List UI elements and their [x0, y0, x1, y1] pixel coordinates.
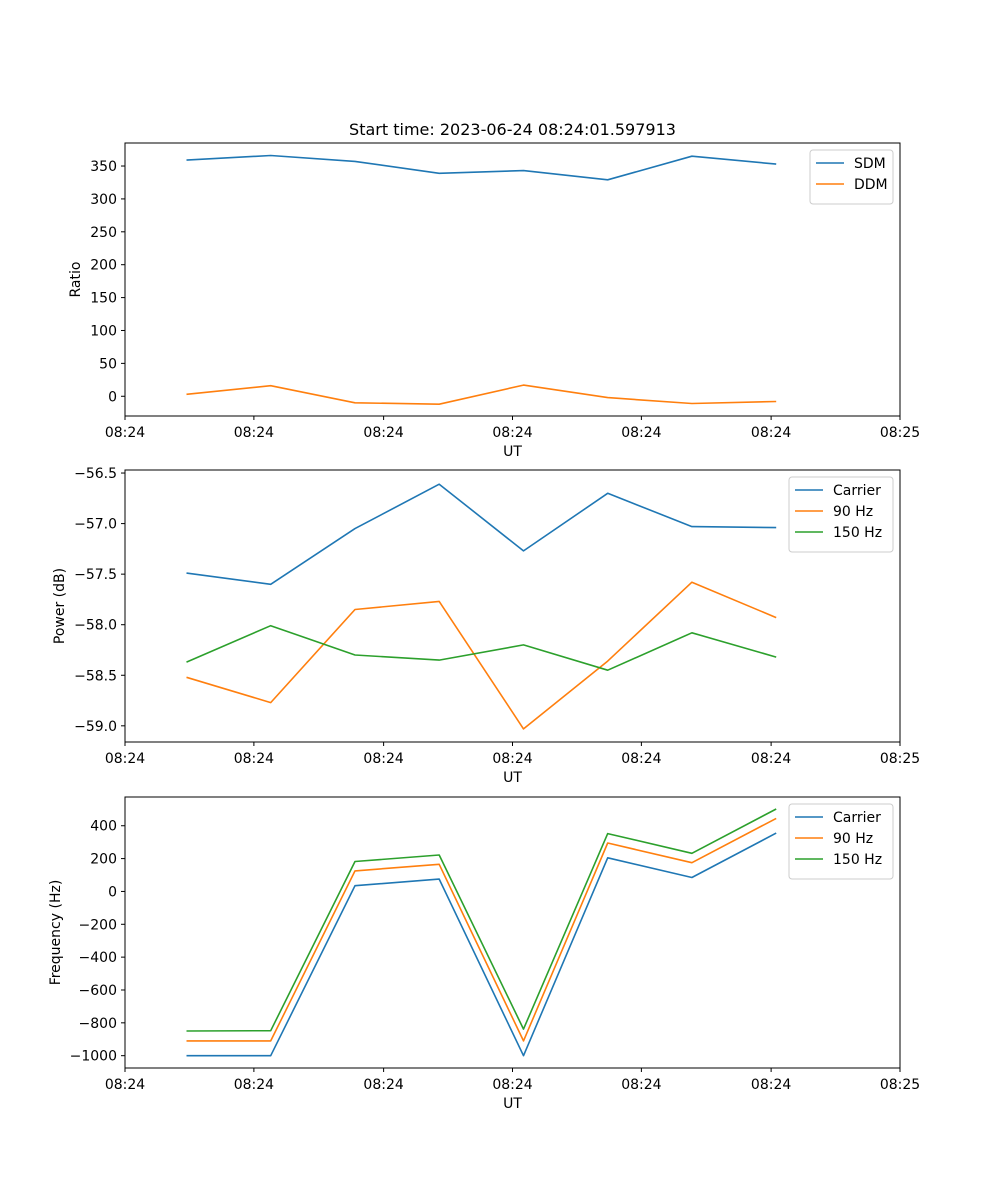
legend-label: 90 Hz — [833, 504, 873, 520]
x-tick-label: 08:25 — [880, 425, 920, 441]
chart-panel-3: 08:24 08:24 08:24 08:24 08:24 08:24 08:25 −1000… — [48, 796, 920, 1112]
x-tick-label: 08:24 — [621, 425, 661, 441]
legend: SDM DDM — [809, 149, 894, 205]
y-tick-label: 250 — [90, 225, 117, 241]
legend-label: Carrier — [833, 483, 881, 499]
chart-title: Start time: 2023-06-24 08:24:01.597913 — [349, 120, 676, 139]
series-line-1 — [186, 483, 777, 586]
legend-box — [788, 803, 894, 880]
x-tick-label: 08:24 — [621, 751, 661, 767]
series-line-1 — [186, 154, 777, 181]
series-line-3 — [186, 808, 777, 1032]
x-axis-label: UT — [503, 444, 522, 460]
y-tick-label: 350 — [90, 159, 117, 175]
x-tick-label: 08:24 — [751, 425, 791, 441]
legend: Carrier 90 Hz 150 Hz — [788, 803, 894, 880]
y-tick-label: −57.5 — [74, 567, 117, 583]
legend-label: Carrier — [833, 810, 881, 826]
series-line-3 — [186, 624, 777, 672]
y-axis-label: Power (dB) — [52, 568, 68, 644]
y-tick-label: 150 — [90, 291, 117, 307]
y-tick-label: −800 — [79, 1016, 117, 1032]
legend-label: 150 Hz — [833, 525, 882, 541]
x-tick-label: 08:24 — [363, 1077, 403, 1093]
y-tick-label: −59.0 — [74, 719, 117, 735]
x-tick-label: 08:24 — [492, 751, 532, 767]
y-tick-label: 0 — [108, 389, 117, 405]
y-tick-label: −400 — [79, 950, 117, 966]
x-tick-label: 08:24 — [751, 751, 791, 767]
y-tick-label: 200 — [90, 852, 117, 868]
plot-frame — [124, 469, 901, 743]
x-tick-label: 08:24 — [751, 1077, 791, 1093]
y-axis-label: Frequency (Hz) — [48, 880, 64, 986]
chart-panel-2: 08:24 08:24 08:24 08:24 08:24 08:24 08:25 −59.0… — [52, 466, 920, 786]
y-tick-label: 300 — [90, 192, 117, 208]
x-tick-label: 08:24 — [363, 425, 403, 441]
x-tick-label: 08:24 — [234, 751, 274, 767]
series-line-2 — [186, 384, 777, 406]
y-tick-label: −57.0 — [74, 517, 117, 533]
series-line-2 — [186, 817, 777, 1042]
legend-label: 150 Hz — [833, 852, 882, 868]
chart-panel-1: 08:24 08:24 08:24 08:24 08:24 08:24 08:25 0 50 10… — [68, 120, 920, 460]
y-tick-label: 400 — [90, 819, 117, 835]
x-tick-label: 08:25 — [880, 751, 920, 767]
y-tick-label: −1000 — [70, 1049, 117, 1065]
x-tick-label: 08:24 — [234, 425, 274, 441]
plot-frame — [124, 142, 901, 417]
y-tick-label: 100 — [90, 323, 117, 339]
legend-box — [788, 476, 894, 553]
legend-label: 90 Hz — [833, 831, 873, 847]
x-tick-label: 08:24 — [621, 1077, 661, 1093]
y-tick-label: 200 — [90, 258, 117, 274]
series-line-2 — [186, 581, 777, 730]
series-line-1 — [186, 832, 777, 1057]
legend-label: SDM — [854, 156, 886, 172]
x-axis-label: UT — [503, 770, 522, 786]
y-tick-label: −600 — [79, 983, 117, 999]
x-tick-label: 08:24 — [234, 1077, 274, 1093]
legend: Carrier 90 Hz 150 Hz — [788, 476, 894, 553]
y-tick-label: −58.0 — [74, 618, 117, 634]
y-tick-label: −56.5 — [74, 466, 117, 482]
x-axis-label: UT — [503, 1096, 522, 1112]
x-tick-label: 08:24 — [105, 751, 145, 767]
x-tick-label: 08:24 — [492, 1077, 532, 1093]
y-tick-label: −200 — [79, 917, 117, 933]
legend-label: DDM — [854, 177, 888, 193]
x-tick-label: 08:24 — [492, 425, 532, 441]
x-tick-label: 08:24 — [105, 425, 145, 441]
y-tick-label: 50 — [99, 356, 117, 372]
x-tick-label: 08:24 — [363, 751, 403, 767]
y-tick-label: −58.5 — [74, 668, 117, 684]
x-tick-label: 08:24 — [105, 1077, 145, 1093]
y-axis-label: Ratio — [68, 262, 84, 298]
y-tick-label: 0 — [108, 884, 117, 900]
plot-frame — [124, 796, 901, 1069]
x-tick-label: 08:25 — [880, 1077, 920, 1093]
